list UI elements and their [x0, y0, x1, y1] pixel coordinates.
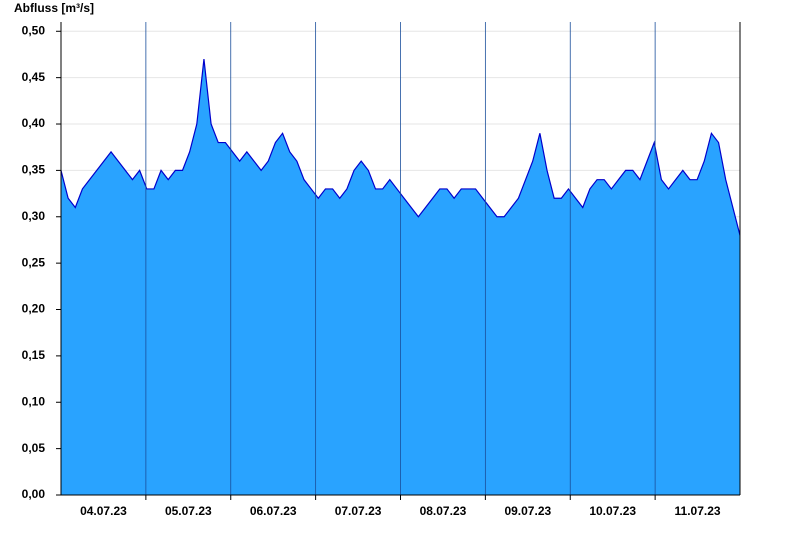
x-tick-label: 08.07.23 [420, 504, 467, 518]
x-tick-label: 10.07.23 [589, 504, 636, 518]
x-tick-label: 11.07.23 [675, 504, 721, 518]
y-tick-label: 0,35 [22, 163, 46, 177]
y-tick-label: 0,15 [22, 348, 46, 362]
y-axis-title: Abfluss [m³/s] [14, 1, 94, 15]
x-tick-label: 04.07.23 [80, 504, 127, 518]
x-tick-label: 06.07.23 [250, 504, 297, 518]
y-tick-label: 0,20 [22, 302, 46, 316]
y-tick-label: 0,30 [22, 209, 46, 223]
y-tick-label: 0,00 [22, 487, 46, 501]
x-tick-label: 07.07.23 [335, 504, 382, 518]
x-tick-label: 05.07.23 [165, 504, 212, 518]
y-tick-label: 0,10 [22, 394, 46, 408]
y-tick-label: 0,50 [22, 23, 46, 37]
y-tick-label: 0,45 [22, 70, 46, 84]
y-tick-label: 0,05 [22, 441, 46, 455]
x-tick-label: 09.07.23 [504, 504, 551, 518]
y-tick-label: 0,25 [22, 255, 46, 269]
y-tick-label: 0,40 [22, 116, 46, 130]
